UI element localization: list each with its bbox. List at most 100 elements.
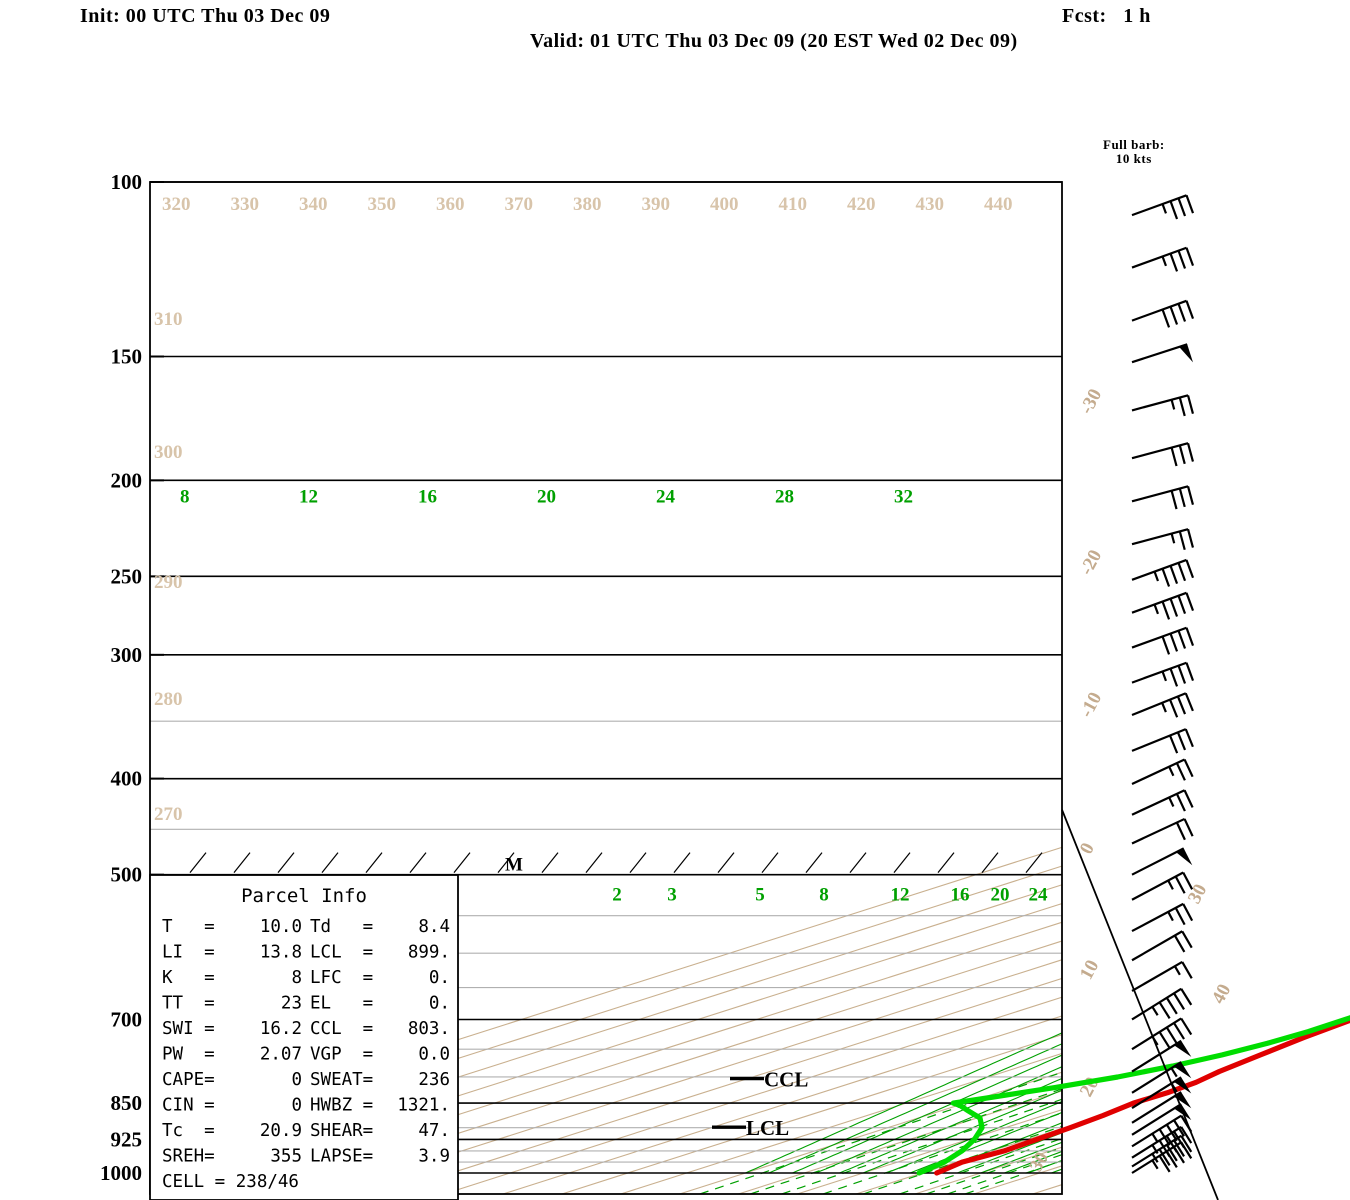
isotherm: [385, 977, 1062, 1194]
wind-barb: [1131, 528, 1195, 551]
isotherm-label-right: -10: [1076, 689, 1106, 721]
wind-barb: [1131, 1039, 1192, 1073]
isotherm: [326, 959, 1062, 1194]
parcel-field-label: SWI =: [162, 1019, 215, 1039]
mixing-ratio-label: 16: [951, 885, 970, 906]
parcel-field-label: SREH=: [162, 1147, 215, 1167]
wind-barb: [1131, 485, 1195, 510]
pressure-tick-label: 100: [111, 170, 143, 194]
pressure-tick-label: 400: [111, 767, 143, 791]
mixing-ratio-line: [781, 1098, 1062, 1194]
parcel-field-label: LFC =: [310, 968, 373, 988]
parcel-field-value: 13.8: [260, 943, 302, 963]
moist-adiabat: [862, 1089, 1062, 1174]
parcel-field-value: 803.: [408, 1019, 450, 1039]
theta-label-left: 300: [154, 442, 183, 463]
wind-barb: [1131, 591, 1195, 620]
wind-barb: [1131, 626, 1195, 655]
parcel-field-value: 0.: [429, 994, 450, 1014]
moist-adiabat: [745, 1032, 1062, 1174]
isotherm: [561, 1034, 1062, 1194]
mixed-layer-marker: M: [505, 855, 523, 876]
theta-label-top: 330: [231, 194, 260, 215]
parcel-field-value: 0.: [429, 968, 450, 988]
wind-barb-legend: Full barb: 10 kts: [1103, 137, 1165, 166]
wind-barb: [1131, 1061, 1192, 1094]
isotherm-label-right: 10: [1076, 957, 1103, 984]
wind-barb: [1131, 1141, 1193, 1174]
moist-adiabat: [957, 1132, 1062, 1174]
parcel-field-value: 0: [291, 1096, 302, 1116]
moist-adiabat: [768, 1043, 1062, 1174]
isotherm: [150, 865, 1062, 1158]
parcel-field-label: HWBZ =: [310, 1096, 373, 1116]
theta-label-top: 380: [573, 194, 602, 215]
parcel-field-label: CAPE=: [162, 1070, 215, 1090]
parcel-field-label: TT =: [162, 994, 215, 1014]
parcel-field-label: K =: [162, 968, 215, 988]
pressure-tick-label: 500: [111, 863, 143, 887]
thetae-label: 24: [656, 486, 676, 507]
parcel-info-title: Parcel Info: [241, 885, 367, 907]
isotherm: [208, 921, 1062, 1194]
moist-adiabat: [1027, 1159, 1062, 1174]
wind-barb: [1131, 758, 1194, 785]
isotherm: [150, 902, 1062, 1194]
theta-label-top: 360: [436, 194, 465, 215]
cell-label: CELL = 238/46: [162, 1172, 299, 1192]
parcel-field-value: 0.0: [418, 1045, 450, 1065]
parcel-field-value: 16.2: [260, 1019, 302, 1039]
temperature-trace: [934, 1017, 1350, 1176]
thetae-label: 20: [537, 486, 556, 507]
theta-label-top: 320: [162, 194, 191, 215]
wind-barb: [1131, 442, 1195, 467]
theta-label-left: 280: [154, 689, 183, 710]
theta-label-left: 310: [154, 309, 183, 330]
parcel-field-label: SWEAT=: [310, 1070, 373, 1090]
thetae-label: 8: [180, 486, 190, 507]
parcel-field-label: CCL =: [310, 1019, 373, 1039]
mixing-ratio-line: [899, 1137, 1062, 1194]
lcl-label: LCL: [746, 1116, 789, 1140]
level-annotations: CCL LCL: [712, 1068, 808, 1140]
wind-barb: [1131, 728, 1194, 754]
isotherm: [679, 1071, 1062, 1194]
wind-barb: [1131, 817, 1194, 845]
theta-label-top: 410: [779, 194, 808, 215]
parcel-field-value: 236: [418, 1070, 450, 1090]
wind-barb: [1131, 1091, 1192, 1124]
wind-barb: [1131, 871, 1194, 901]
parcel-field-value: 3.9: [418, 1147, 450, 1167]
isotherm: [1091, 182, 1350, 1194]
parcel-field-label: T =: [162, 917, 215, 937]
mixing-ratio-label: 2: [612, 885, 622, 906]
pressure-tick-label: 250: [111, 564, 143, 588]
pressure-tick-label: 700: [111, 1007, 143, 1031]
mixing-ratio-label: 24: [1029, 885, 1049, 906]
thetae-label: 32: [894, 486, 913, 507]
wind-barb: [1131, 394, 1195, 417]
theta-label-left: 270: [154, 804, 183, 825]
parcel-field-value: 47.: [418, 1121, 450, 1141]
mixing-ratio-label: 8: [819, 885, 829, 906]
moist-adiabat: [1004, 1150, 1062, 1174]
isotherm: [267, 940, 1062, 1194]
theta-label-top: 340: [299, 194, 328, 215]
parcel-field-value: 23: [281, 994, 302, 1014]
pressure-tick-label: 925: [111, 1127, 143, 1151]
pressure-tick-label: 850: [111, 1091, 143, 1115]
frame-diagonal: [1061, 809, 1219, 1200]
mixing-ratio-label: 5: [755, 885, 765, 906]
isotherm: [738, 1090, 1062, 1194]
parcel-field-value: 899.: [408, 943, 450, 963]
moist-adiabat: [792, 1054, 1062, 1174]
moist-adiabat: [933, 1122, 1062, 1174]
wind-barb: [1131, 246, 1195, 272]
moist-adiabat: [839, 1077, 1062, 1174]
theta-label-top: 370: [505, 194, 534, 215]
parcel-field-value: 10.0: [260, 917, 302, 937]
moist-adiabat: [1075, 182, 1350, 1173]
parcel-field-label: LCL =: [310, 943, 373, 963]
wind-barb: [1131, 194, 1195, 220]
